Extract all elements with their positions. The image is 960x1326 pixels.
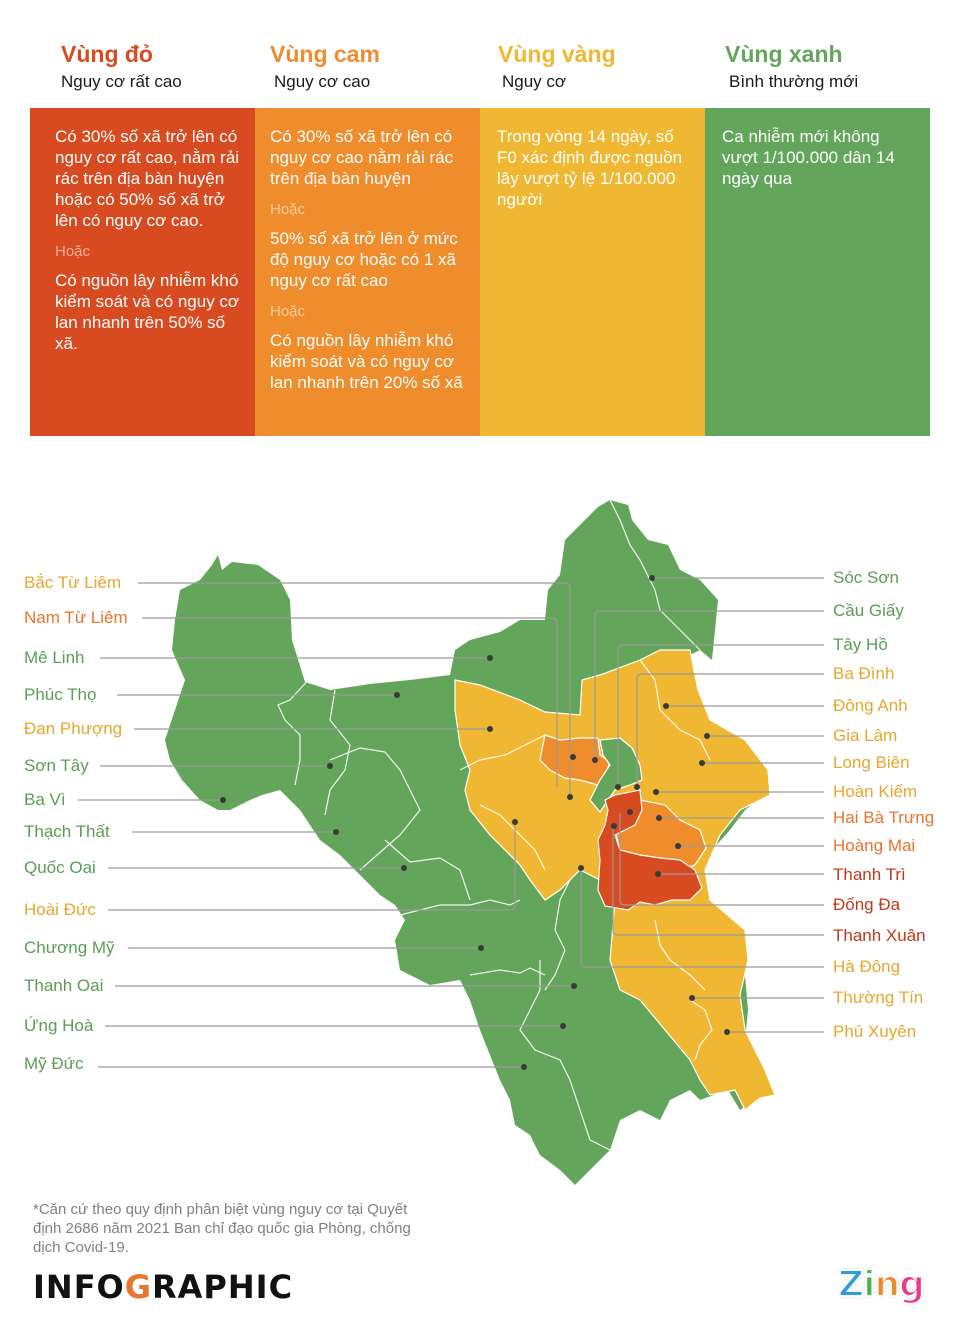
label-cau-giay: Cầu Giấy — [833, 601, 904, 620]
label-thanh-xuan: Thanh Xuân — [833, 926, 926, 945]
label-thuong-tin: Thường Tín — [833, 988, 924, 1007]
panel-red: Có 30% số xã trở lên có nguy cơ rất cao,… — [30, 108, 255, 436]
leader-lines-right — [580, 577, 824, 1033]
zone-title: Vùng đỏ — [61, 41, 153, 67]
label-me-linh: Mê Linh — [24, 648, 85, 667]
label-phuc-tho: Phúc Thọ — [24, 685, 97, 704]
infographic-logo: INFOGRAPHIC — [33, 1268, 293, 1306]
zone-header-red: Vùng đỏ Nguy cơ rất cao — [61, 40, 182, 94]
label-hoang-mai: Hoàng Mai — [833, 836, 916, 855]
criteria-text: Có nguồn lây nhiễm khó kiểm soát và có n… — [55, 271, 240, 353]
label-bac-tu-liem: Bắc Từ Liêm — [24, 573, 122, 592]
criteria-text: Ca nhiễm mới không vượt 1/100.000 dân 14… — [722, 127, 895, 188]
separator-or: Hoặc — [55, 243, 91, 260]
label-ba-dinh: Ba Đình — [833, 664, 895, 683]
label-thanh-tri: Thanh Trì — [833, 865, 906, 884]
label-dong-anh: Đông Anh — [833, 696, 908, 715]
source-note: *Căn cứ theo quy định phân biệt vùng ngu… — [33, 1201, 411, 1256]
label-nam-tu-liem: Nam Từ Liêm — [24, 608, 128, 627]
criteria-text: Có 30% số xã trở lên có nguy cơ rất cao,… — [55, 127, 240, 230]
district-markers — [220, 575, 730, 1070]
district-boundaries — [277, 499, 713, 1151]
label-ha-dong: Hà Đông — [833, 957, 901, 976]
label-hoan-kiem: Hoàn Kiếm — [833, 782, 918, 801]
zone-subtitle: Nguy cơ — [502, 72, 567, 91]
label-thanh-oai: Thanh Oai — [24, 976, 104, 995]
label-chuong-my: Chương Mỹ — [24, 938, 115, 957]
label-gia-lam: Gia Lâm — [833, 726, 898, 745]
label-ung-hoa: Ứng Hoà — [24, 1016, 94, 1035]
zone-subtitle: Nguy cơ rất cao — [61, 72, 182, 91]
panel-orange: Có 30% số xã trở lên có nguy cơ cao nằm … — [255, 108, 480, 436]
zing-letter-i: i — [862, 1263, 876, 1306]
zing-letter-g: g — [898, 1263, 926, 1306]
label-thach-that: Thạch Thất — [24, 822, 110, 841]
label-hai-ba-trung: Hai Bà Trưng — [833, 808, 935, 827]
label-quoc-oai: Quốc Oai — [24, 858, 96, 877]
label-hoai-duc: Hoài Đức — [24, 900, 96, 919]
hanoi-risk-map: Bắc Từ Liêm Nam Từ Liêm Mê Linh Phúc Thọ… — [0, 480, 960, 1200]
zone-title: Vùng cam — [270, 41, 380, 67]
zing-logo: Zing — [837, 1263, 926, 1306]
zone-criteria-panels: Có 30% số xã trở lên có nguy cơ rất cao,… — [30, 108, 930, 436]
region-green-tay-ho — [589, 737, 643, 814]
label-ba-vi: Ba Vì — [24, 790, 66, 809]
label-soc-son: Sóc Sơn — [833, 568, 899, 587]
label-my-duc: Mỹ Đức — [24, 1054, 84, 1073]
criteria-text: 50% số xã trở lên ở mức độ nguy cơ hoặc … — [270, 229, 458, 290]
label-tay-ho: Tây Hồ — [833, 635, 888, 654]
label-dan-phuong: Đan Phượng — [24, 719, 123, 738]
brand-suffix: RAPHIC — [152, 1268, 294, 1306]
zone-title: Vùng xanh — [725, 41, 843, 67]
criteria-text: Có nguồn lây nhiễm khó kiểm soát và có n… — [270, 331, 463, 392]
zone-header-green: Vùng xanh Bình thường mới — [725, 40, 858, 94]
criteria-text: Có 30% số xã trở lên có nguy cơ cao nằm … — [270, 127, 454, 188]
zone-header-yellow: Vùng vàng Nguy cơ — [498, 40, 616, 94]
zone-title: Vùng vàng — [498, 41, 616, 67]
label-long-bien: Long Biên — [833, 753, 910, 772]
separator-or: Hoặc — [270, 303, 306, 320]
label-son-tay: Sơn Tây — [24, 756, 89, 775]
region-red-core — [597, 789, 703, 911]
zone-subtitle: Nguy cơ cao — [274, 72, 371, 91]
separator-or: Hoặc — [270, 201, 306, 218]
label-phu-xuyen: Phú Xuyên — [833, 1022, 917, 1041]
zone-header-orange: Vùng cam Nguy cơ cao — [270, 40, 380, 94]
leader-lines-left — [78, 582, 574, 1068]
zing-letter-z: Z — [837, 1263, 865, 1306]
panel-yellow: Trong vòng 14 ngày, số F0 xác định được … — [480, 108, 705, 436]
zing-letter-n: n — [873, 1263, 901, 1306]
brand-prefix: INFO — [33, 1268, 125, 1306]
panel-green: Ca nhiễm mới không vượt 1/100.000 dân 14… — [705, 108, 930, 436]
map-graphic — [78, 499, 824, 1185]
brand-accent: G — [124, 1268, 153, 1306]
zone-subtitle: Bình thường mới — [729, 72, 859, 91]
criteria-text: Trong vòng 14 ngày, số F0 xác định được … — [497, 127, 683, 209]
label-dong-da: Đống Đa — [833, 895, 901, 914]
